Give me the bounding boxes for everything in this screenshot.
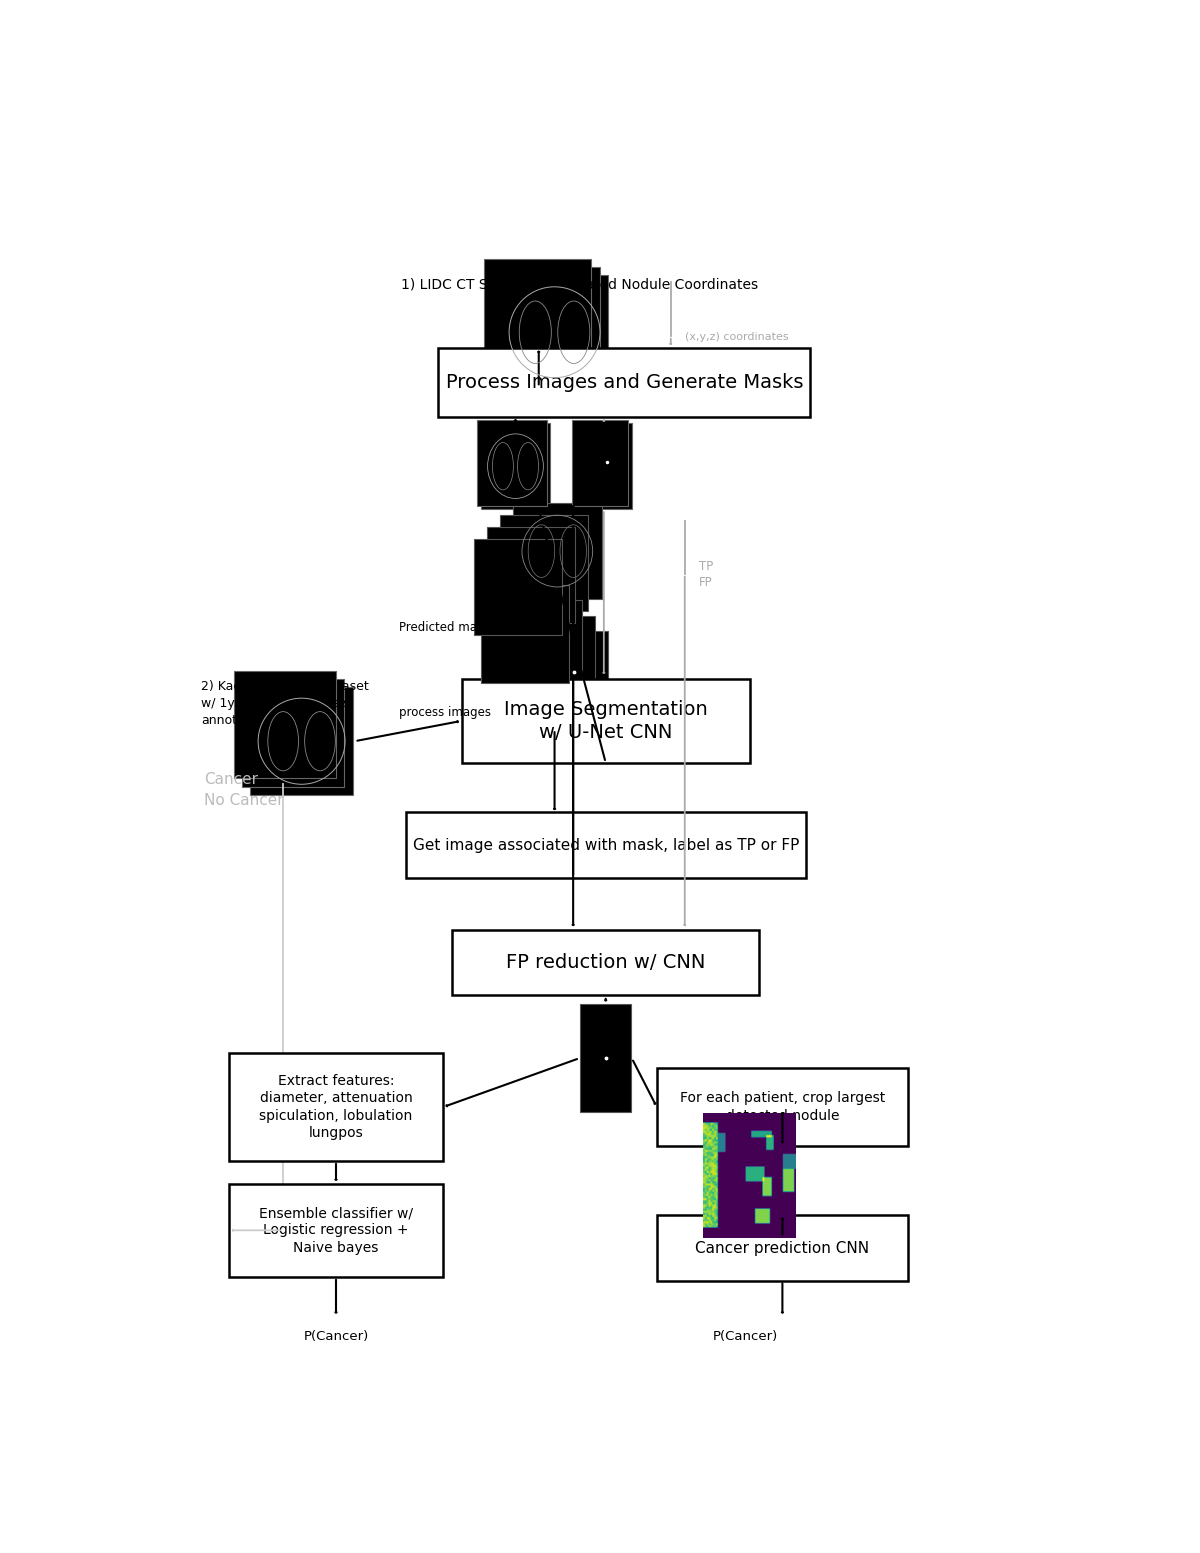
- FancyBboxPatch shape: [500, 516, 588, 610]
- Text: P(Cancer): P(Cancer): [304, 1331, 368, 1343]
- FancyBboxPatch shape: [514, 503, 601, 599]
- FancyBboxPatch shape: [452, 930, 760, 995]
- FancyBboxPatch shape: [229, 1053, 443, 1162]
- FancyBboxPatch shape: [251, 688, 353, 795]
- FancyBboxPatch shape: [234, 671, 336, 778]
- FancyBboxPatch shape: [493, 599, 582, 699]
- Text: process images: process images: [400, 707, 491, 719]
- FancyBboxPatch shape: [406, 812, 805, 877]
- Text: Image Segmentation
w/ U-Net CNN: Image Segmentation w/ U-Net CNN: [504, 700, 708, 742]
- FancyBboxPatch shape: [438, 348, 810, 418]
- FancyBboxPatch shape: [502, 275, 608, 390]
- FancyBboxPatch shape: [493, 267, 600, 380]
- FancyBboxPatch shape: [474, 539, 563, 635]
- FancyBboxPatch shape: [506, 615, 595, 714]
- FancyBboxPatch shape: [229, 1183, 443, 1277]
- Text: For each patient, crop largest
detected nodule: For each patient, crop largest detected …: [679, 1092, 886, 1123]
- FancyBboxPatch shape: [242, 679, 344, 787]
- Text: FP: FP: [698, 576, 713, 589]
- Text: (x,y,z) coordinates: (x,y,z) coordinates: [685, 332, 788, 342]
- Text: P(Cancer): P(Cancer): [713, 1331, 778, 1343]
- Text: Process Images and Generate Masks: Process Images and Generate Masks: [445, 373, 803, 391]
- FancyBboxPatch shape: [520, 631, 608, 730]
- Text: Predicted masks: Predicted masks: [400, 621, 497, 634]
- Text: TP: TP: [698, 561, 713, 573]
- FancyBboxPatch shape: [656, 1216, 908, 1281]
- Text: Cancer
No Cancer: Cancer No Cancer: [204, 772, 283, 808]
- FancyBboxPatch shape: [656, 1068, 908, 1146]
- FancyBboxPatch shape: [576, 422, 631, 509]
- Text: 2) Kaggle Lung CT Dataset
w/ 1yr cancer diagnosis
annotations: 2) Kaggle Lung CT Dataset w/ 1yr cancer …: [202, 680, 368, 727]
- FancyBboxPatch shape: [487, 526, 576, 623]
- Text: 1) LIDC CT Scans w/ Annotated Nodule Coordinates: 1) LIDC CT Scans w/ Annotated Nodule Coo…: [401, 278, 758, 292]
- FancyBboxPatch shape: [485, 259, 592, 373]
- FancyBboxPatch shape: [481, 422, 551, 509]
- Text: Get image associated with mask, label as TP or FP: Get image associated with mask, label as…: [413, 837, 799, 853]
- FancyBboxPatch shape: [462, 679, 750, 763]
- FancyBboxPatch shape: [580, 1005, 631, 1112]
- Text: FP reduction w/ CNN: FP reduction w/ CNN: [506, 954, 706, 972]
- Text: Cancer prediction CNN: Cancer prediction CNN: [695, 1241, 870, 1256]
- FancyBboxPatch shape: [481, 584, 569, 683]
- FancyBboxPatch shape: [476, 419, 547, 506]
- Text: Ensemble classifier w/
Logistic regression +
Naive bayes: Ensemble classifier w/ Logistic regressi…: [259, 1207, 413, 1255]
- FancyBboxPatch shape: [572, 419, 628, 506]
- Text: Extract features:
diameter, attenuation
spiculation, lobulation
lungpos: Extract features: diameter, attenuation …: [259, 1075, 413, 1140]
